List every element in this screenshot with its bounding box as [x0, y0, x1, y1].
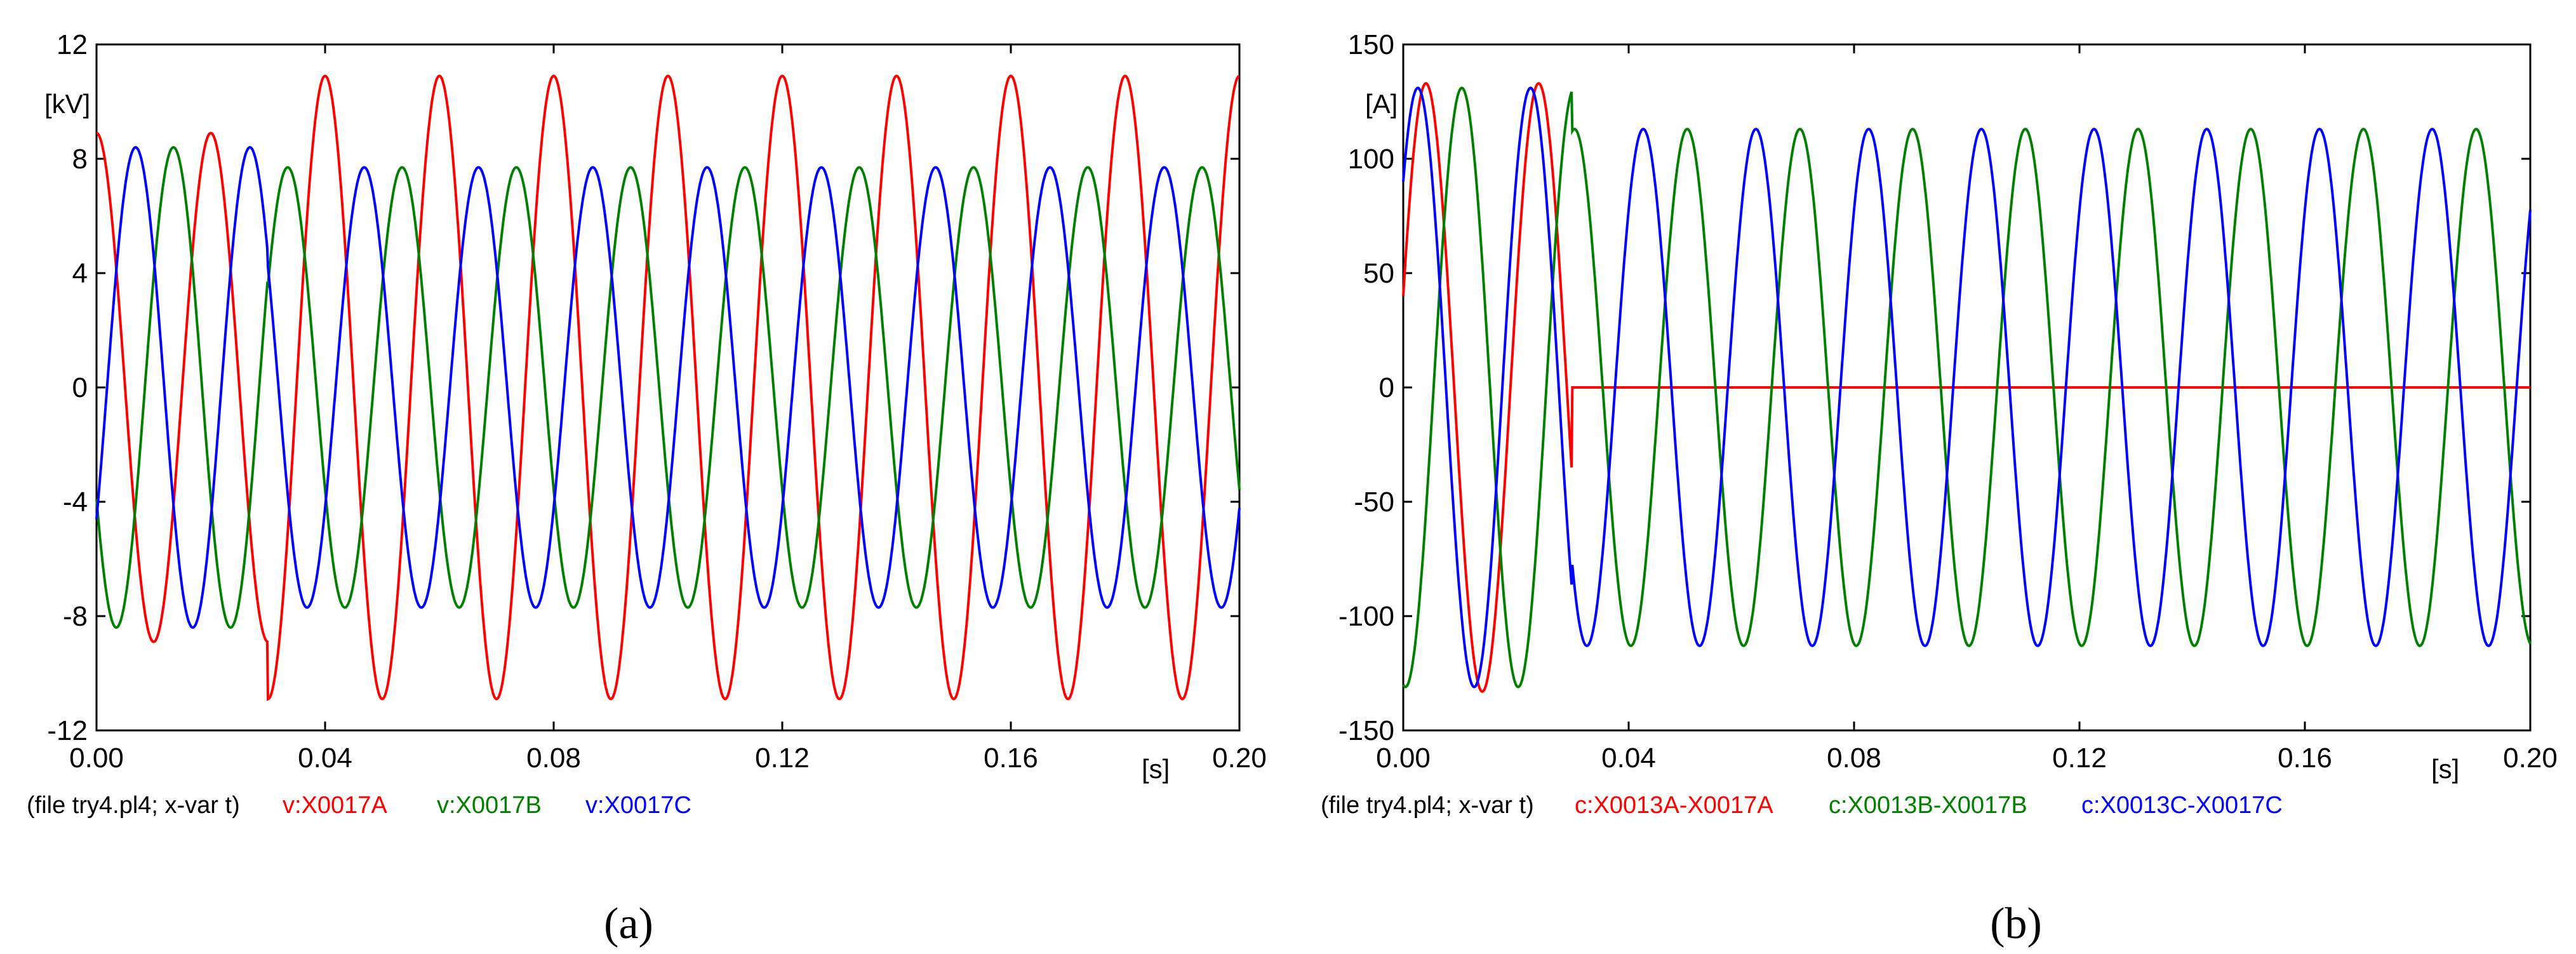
series-line-c:X0013A-X0017A — [1402, 82, 2530, 693]
x-tick-label: 0.20 — [1212, 742, 1267, 774]
file-note: (file try4.pl4; x-var t) — [27, 792, 240, 819]
y-unit-label: [kV] — [44, 89, 90, 119]
x-tick-label: 0.16 — [2278, 742, 2332, 774]
legend-series-b: c:X0013B-X0017B — [1829, 792, 2027, 819]
y-tick-label: 150 — [1348, 29, 1394, 60]
x-tick-label: 0.08 — [1827, 742, 1881, 774]
x-tick-label: 0.12 — [755, 742, 810, 774]
x-tick-label: 0.00 — [69, 742, 124, 774]
y-tick-label: 4 — [72, 258, 88, 289]
file-note: (file try4.pl4; x-var t) — [1321, 792, 1534, 819]
y-tick-label: 50 — [1363, 258, 1394, 289]
panel-caption: (b) — [1990, 899, 2042, 948]
x-unit-label: [s] — [1142, 754, 1170, 784]
y-tick-label: 0 — [1379, 372, 1394, 403]
y-tick-label: -12 — [47, 715, 88, 746]
y-tick-labels: 12 8 4 0 -4 -8 -12 — [47, 29, 88, 746]
y-tick-label: 12 — [57, 29, 88, 60]
x-unit-label: [s] — [2431, 754, 2459, 784]
y-tick-label: 100 — [1348, 144, 1394, 175]
x-tick-label: 0.20 — [2503, 742, 2558, 774]
x-tick-label: 0.08 — [526, 742, 581, 774]
panel-b-current: 150 100 50 0 -50 -100 -150 0.00 0.04 0.08 0.12 0.1… — [1321, 29, 2558, 948]
plot-lines — [1402, 82, 2532, 693]
y-tick-label: 8 — [72, 144, 88, 175]
y-tick-labels: 150 100 50 0 -50 -100 -150 — [1338, 29, 1394, 746]
series-line-c:X0013C-X0017C — [1402, 86, 2532, 689]
panel-caption: (a) — [604, 899, 653, 948]
tick-marks — [1402, 43, 2532, 732]
x-tick-label: 0.04 — [1601, 742, 1656, 774]
y-unit-label: [A] — [1365, 89, 1398, 119]
legend-series-c: v:X0017C — [585, 792, 691, 819]
legend-series-c: c:X0013C-X0017C — [2081, 792, 2283, 819]
plot-frame — [95, 43, 1241, 732]
y-tick-label: -4 — [63, 487, 88, 518]
x-tick-label: 0.00 — [1376, 742, 1431, 774]
tick-marks — [95, 43, 1241, 732]
legend-series-a: v:X0017A — [283, 792, 387, 819]
series-line-c:X0013B-X0017B — [1402, 86, 2532, 689]
series-line-v:X0017C — [95, 145, 1241, 629]
x-tick-label: 0.04 — [298, 742, 352, 774]
legend-series-b: v:X0017B — [437, 792, 542, 819]
y-tick-label: -50 — [1354, 487, 1394, 518]
y-tick-label: -8 — [63, 601, 88, 632]
x-tick-labels: 0.00 0.04 0.08 0.12 0.16 0.20 — [1376, 742, 2558, 774]
x-tick-label: 0.12 — [2052, 742, 2107, 774]
legend-series-a: c:X0013A-X0017A — [1575, 792, 1773, 819]
y-tick-label: 0 — [72, 372, 88, 403]
panel-a-voltage: 12 8 4 0 -4 -8 -12 0.00 0.04 0.08 0.12 0.16 0.20 [k… — [27, 29, 1267, 948]
series-line-v:X0017B — [95, 145, 1241, 629]
x-tick-labels: 0.00 0.04 0.08 0.12 0.16 0.20 — [69, 742, 1267, 774]
plot-lines — [95, 74, 1241, 701]
x-tick-label: 0.16 — [984, 742, 1038, 774]
y-tick-label: -150 — [1338, 715, 1394, 746]
y-tick-label: -100 — [1338, 601, 1394, 632]
series-line-v:X0017A — [96, 74, 1240, 701]
